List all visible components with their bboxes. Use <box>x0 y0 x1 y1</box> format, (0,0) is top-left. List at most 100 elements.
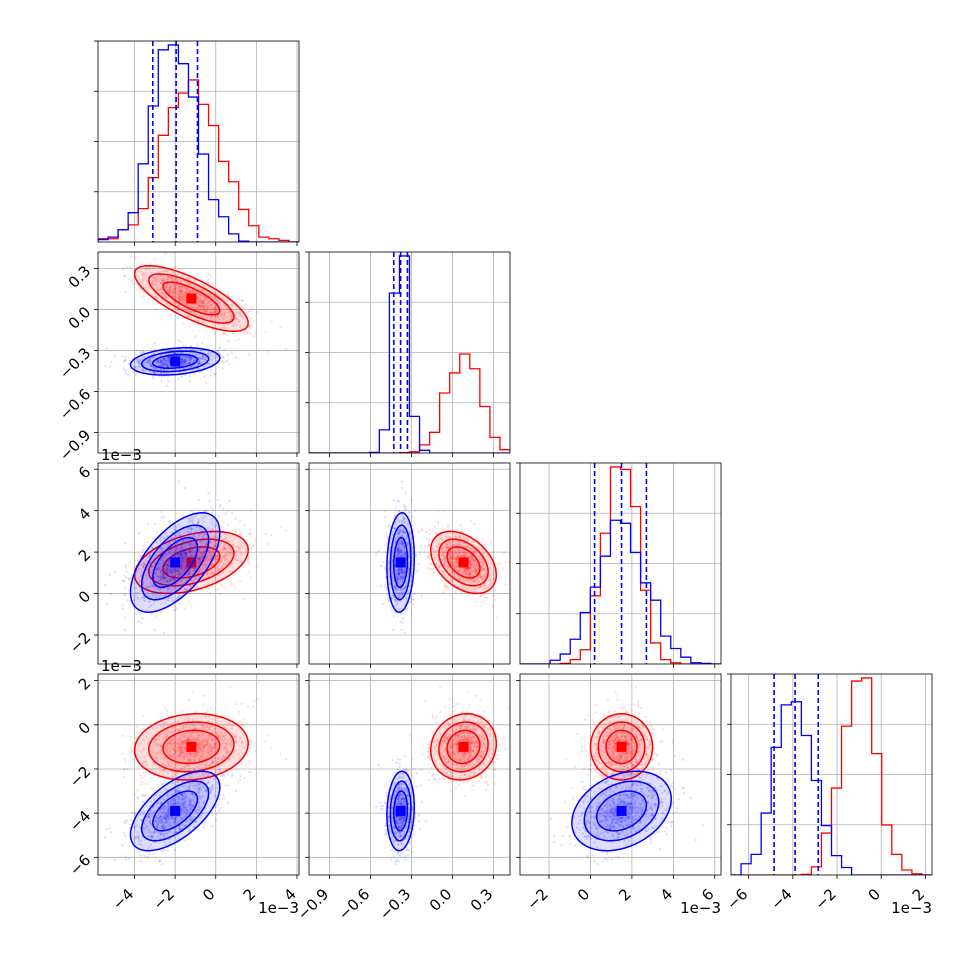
sample-point <box>456 555 459 558</box>
sample-point <box>222 734 225 737</box>
sample-point <box>206 739 209 742</box>
sample-point <box>229 310 232 313</box>
sample-point <box>216 566 219 570</box>
sample-point <box>201 751 205 754</box>
sample-point <box>207 719 210 723</box>
sample-point <box>121 607 124 610</box>
sample-point <box>396 573 400 576</box>
sample-point <box>169 547 173 551</box>
sample-point <box>159 570 163 574</box>
sample-point <box>133 365 137 369</box>
sample-point <box>171 552 174 555</box>
sample-point <box>390 608 394 612</box>
sample-point <box>142 761 145 765</box>
sample-point <box>476 586 480 590</box>
sample-point <box>224 733 227 736</box>
y-tick-label: −0.3 <box>56 344 94 382</box>
sample-point <box>186 362 189 366</box>
sample-point <box>223 534 226 537</box>
sample-point <box>128 561 132 564</box>
sample-point <box>399 568 402 571</box>
sample-point <box>205 742 209 746</box>
sample-point <box>166 587 170 590</box>
sample-point <box>177 574 180 578</box>
sample-point <box>205 316 209 319</box>
sample-point <box>125 373 129 376</box>
sample-point <box>166 567 169 570</box>
sample-point <box>462 577 465 580</box>
sample-point <box>424 530 428 534</box>
sample-point <box>206 751 210 755</box>
sample-point <box>473 571 477 574</box>
sample-point <box>395 547 399 551</box>
sample-point <box>147 361 151 365</box>
sample-point <box>179 747 183 750</box>
sample-point <box>163 769 166 772</box>
sample-point <box>451 563 454 567</box>
sample-point <box>232 324 236 328</box>
sample-point <box>182 726 185 729</box>
sample-point <box>189 357 193 360</box>
sample-point <box>444 561 447 565</box>
sample-point <box>400 591 404 594</box>
sample-point <box>443 584 446 587</box>
sample-point <box>202 749 206 753</box>
sample-point <box>218 592 222 596</box>
sample-point <box>153 572 157 575</box>
sample-point <box>482 562 486 566</box>
sample-point <box>226 307 230 311</box>
sample-point <box>386 524 390 527</box>
sample-point <box>488 584 491 587</box>
sample-point <box>169 570 173 574</box>
sample-point <box>183 486 187 490</box>
sample-point <box>203 739 206 743</box>
sample-point <box>486 558 490 562</box>
sample-point <box>452 554 455 558</box>
sample-point <box>194 542 197 545</box>
sample-point <box>130 280 134 283</box>
sample-point <box>246 753 249 756</box>
sample-point <box>204 757 207 760</box>
sample-point <box>149 362 152 365</box>
sample-point <box>194 754 198 757</box>
sample-point <box>152 276 155 280</box>
sample-point <box>136 597 140 601</box>
sample-point <box>202 762 205 765</box>
sample-point <box>191 289 194 293</box>
sample-point <box>173 283 176 287</box>
sample-point <box>483 567 486 571</box>
sample-point <box>165 296 168 299</box>
sample-point <box>227 340 230 343</box>
sample-point <box>223 746 227 750</box>
sample-point <box>159 742 162 746</box>
sample-point <box>458 536 461 540</box>
sample-point <box>180 361 184 364</box>
sample-point <box>196 765 200 769</box>
sample-point <box>379 564 383 567</box>
sample-point <box>254 538 257 541</box>
sample-point <box>194 754 197 758</box>
sample-point <box>188 550 191 553</box>
sample-point <box>209 274 212 278</box>
sample-point <box>399 575 402 579</box>
sample-point <box>230 511 234 514</box>
sample-point <box>159 574 162 578</box>
sample-point <box>235 703 238 706</box>
sample-point <box>395 574 398 578</box>
sample-point <box>479 574 482 578</box>
sample-point <box>464 567 467 571</box>
sample-point <box>220 713 223 717</box>
sample-point <box>465 579 469 583</box>
sample-point <box>197 550 201 553</box>
sample-point <box>176 288 180 292</box>
sample-point <box>181 726 185 729</box>
sample-point <box>462 573 465 576</box>
sample-point <box>463 569 466 572</box>
sample-point <box>181 553 184 557</box>
sample-point <box>160 379 163 383</box>
sample-point <box>155 294 158 297</box>
sample-point <box>153 258 157 261</box>
sample-point <box>180 560 184 564</box>
sample-point <box>169 288 172 292</box>
sample-point <box>227 750 230 753</box>
